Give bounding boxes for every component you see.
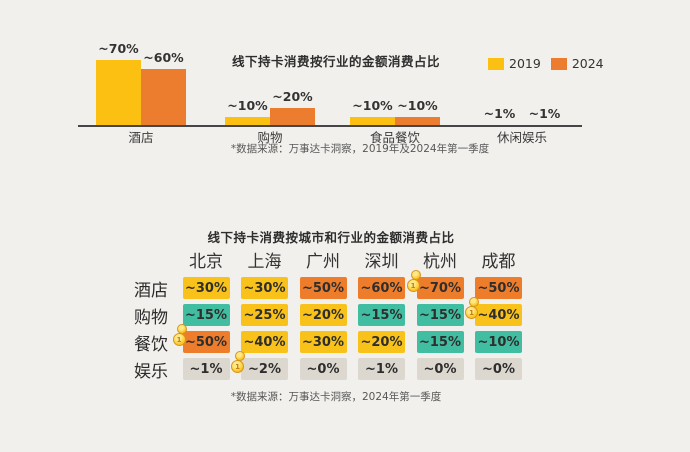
- heatmap-cell: ~40%: [241, 331, 288, 353]
- bar-value-label: ~60%: [143, 50, 184, 66]
- heatmap-title: 线下持卡消费按城市和行业的金额消费占比: [207, 230, 455, 245]
- heatmap-cell-value: ~2%: [248, 361, 281, 377]
- heatmap-cell: ~30%: [182, 277, 230, 299]
- heatmap-cell-value: ~30%: [301, 334, 344, 350]
- heatmap-cell: ~0%: [475, 358, 522, 380]
- bar-value-label: ~1%: [483, 106, 516, 121]
- bar-2019-购物: [225, 117, 270, 127]
- column-header: 成都: [481, 251, 516, 272]
- heatmap-cell: ~60%: [358, 277, 405, 299]
- bar-2024-购物: [270, 107, 315, 127]
- legend-label-2024: 2024: [571, 56, 604, 71]
- legend: 2019 2024: [488, 56, 604, 71]
- gold-coin-icon: [406, 270, 423, 296]
- legend-swatch-2024: [550, 57, 567, 70]
- bar-chart-title: 线下持卡消费按行业的金额消费占比: [231, 54, 440, 69]
- row-label: 娱乐: [134, 361, 168, 382]
- bar-2024-酒店: [141, 69, 186, 127]
- heatmap-cell: ~20%: [299, 304, 347, 326]
- heatmap-cell-value: ~1%: [365, 361, 398, 377]
- heatmap-cell: ~10%: [475, 331, 522, 353]
- heatmap-cell-value: ~15%: [184, 307, 227, 323]
- heatmap-cell: ~30%: [299, 331, 347, 353]
- bar-value-label: ~70%: [98, 40, 139, 56]
- heatmap-cell: ~20%: [358, 331, 405, 353]
- heatmap-cell: ~15%: [416, 331, 464, 353]
- heatmap-cell: ~25%: [241, 304, 288, 326]
- gold-coin-icon: [465, 297, 481, 323]
- column-header: 广州: [306, 251, 340, 272]
- column-header: 北京: [189, 251, 223, 272]
- heatmap-cell-value: ~30%: [184, 280, 227, 296]
- category-label: 酒店: [128, 130, 154, 145]
- heatmap-cell: ~2%: [231, 351, 288, 380]
- heatmap-cell: ~1%: [358, 358, 405, 380]
- heatmap-cell-value: ~30%: [243, 280, 286, 296]
- heatmap-cell-value: ~60%: [360, 280, 403, 296]
- bar-value-label: ~10%: [227, 98, 268, 114]
- heatmap-cell: ~50%: [172, 324, 230, 353]
- heatmap-cell-value: ~1%: [189, 361, 223, 377]
- heatmap-cell: ~15%: [358, 304, 405, 326]
- heatmap-cell-value: ~20%: [360, 334, 403, 350]
- heatmap-cell-value: ~40%: [477, 307, 520, 323]
- bar-2019-酒店: [96, 59, 141, 127]
- heatmap-cell: ~30%: [241, 277, 288, 299]
- heatmap-cell-value: ~0%: [306, 361, 340, 377]
- heatmap-cell-value: ~40%: [243, 334, 286, 350]
- column-header: 深圳: [364, 251, 399, 272]
- heatmap-cell-value: ~25%: [243, 307, 286, 323]
- row-label: 餐饮: [134, 334, 168, 355]
- bar-2019-食品餐饮: [350, 117, 395, 127]
- gold-coin-icon: [172, 324, 189, 350]
- x-axis-line: [78, 125, 582, 127]
- heatmap-cell-value: ~15%: [418, 334, 461, 350]
- heatmap-cell: ~40%: [465, 297, 522, 326]
- bar-chart-footnote: *数据来源：万事达卡洞察，2019年及2024年第一季度: [230, 143, 490, 155]
- heatmap-cell: ~1%: [182, 358, 230, 380]
- heatmap-cell-value: ~15%: [418, 307, 461, 323]
- heatmap-footnote: *数据来源：万事达卡洞察，2024年第一季度: [230, 391, 442, 403]
- legend-label-2019: 2019: [509, 56, 541, 71]
- gold-coin-icon: [231, 351, 247, 377]
- heatmap-cell-value: ~70%: [418, 280, 461, 296]
- heatmap-cell: ~15%: [416, 304, 464, 326]
- heatmap-cell-value: ~50%: [477, 280, 520, 296]
- heatmap-cell-value: ~15%: [360, 307, 403, 323]
- heatmap-cell-value: ~0%: [423, 361, 457, 377]
- heatmap-cell: ~0%: [416, 358, 464, 380]
- legend-swatch-2019: [488, 57, 504, 70]
- heatmap-cell-value: ~0%: [482, 361, 515, 377]
- bar-value-label: ~10%: [352, 98, 393, 114]
- category-label: 购物: [257, 130, 283, 145]
- heatmap-cell: ~15%: [182, 304, 230, 326]
- heatmap-cell-value: ~50%: [184, 334, 227, 350]
- category-label: 休闲娱乐: [496, 130, 547, 145]
- heatmap-cell: ~50%: [299, 277, 347, 299]
- heatmap-cell-value: ~20%: [301, 307, 344, 323]
- heatmap-cell-value: ~10%: [477, 334, 520, 350]
- heatmap-cell: ~0%: [299, 358, 347, 380]
- heatmap-cell-value: ~50%: [301, 280, 344, 296]
- bar-2024-食品餐饮: [395, 117, 440, 127]
- bar-value-label: ~20%: [272, 88, 313, 104]
- column-header: 杭州: [423, 251, 457, 272]
- column-header: 上海: [247, 251, 282, 272]
- heatmap-corner: [126, 246, 171, 272]
- row-label: 酒店: [134, 280, 168, 301]
- heatmap-cell: ~70%: [406, 270, 464, 299]
- heatmap-cell: ~50%: [475, 277, 522, 299]
- row-label: 购物: [134, 307, 168, 328]
- category-label: 食品餐饮: [369, 130, 420, 145]
- bar-value-label: ~1%: [528, 106, 561, 121]
- bar-value-label: ~10%: [397, 98, 438, 114]
